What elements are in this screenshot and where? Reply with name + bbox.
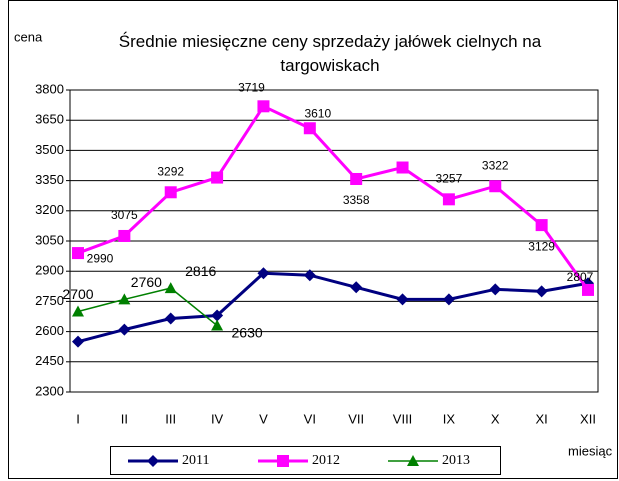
marker — [164, 312, 177, 325]
y-tick-label: 3800 — [35, 81, 64, 96]
marker — [489, 283, 502, 296]
data-label: 3129 — [528, 239, 555, 253]
marker — [407, 455, 419, 466]
marker — [489, 180, 502, 193]
x-tick-label: V — [259, 411, 268, 426]
marker — [535, 285, 548, 298]
y-tick-label: 3350 — [35, 172, 64, 187]
marker — [257, 100, 270, 113]
marker — [303, 122, 316, 135]
y-tick-label: 3200 — [35, 202, 64, 217]
x-axis-label: miesiąc — [568, 443, 613, 458]
x-tick-label: X — [491, 411, 500, 426]
marker — [211, 319, 224, 331]
marker — [211, 171, 224, 184]
data-label: 3610 — [304, 106, 331, 120]
data-label: 2760 — [131, 274, 162, 290]
legend-label: 2012 — [312, 453, 340, 468]
x-tick-label: II — [121, 411, 128, 426]
y-tick-label: 2750 — [35, 293, 64, 308]
data-label: 3719 — [238, 80, 265, 94]
y-axis-label: cena — [14, 29, 43, 44]
series-line — [77, 271, 589, 344]
data-label: 2816 — [185, 263, 216, 279]
data-label: 3358 — [343, 193, 370, 207]
x-tick-label: IX — [443, 411, 456, 426]
marker — [118, 323, 131, 336]
y-tick-label: 2300 — [35, 383, 64, 398]
x-tick-label: VIII — [393, 411, 413, 426]
x-tick-label: I — [76, 411, 80, 426]
x-tick-label: XII — [580, 411, 596, 426]
x-tick-label: III — [165, 411, 176, 426]
x-tick-label: VII — [348, 411, 364, 426]
marker — [72, 247, 84, 260]
marker — [396, 161, 409, 174]
x-tick-label: IV — [211, 411, 224, 426]
frame — [8, 0, 618, 479]
marker — [164, 282, 177, 294]
legend-label: 2011 — [182, 453, 209, 468]
marker — [442, 193, 455, 206]
marker — [277, 455, 289, 467]
data-label: 3292 — [157, 164, 184, 178]
data-label: 2807 — [567, 270, 594, 284]
y-tick-label: 2600 — [35, 323, 64, 338]
y-tick-label: 3500 — [35, 142, 64, 157]
data-label: 2990 — [87, 251, 114, 265]
x-tick-label: VI — [304, 411, 316, 426]
data-label: 2700 — [62, 286, 93, 302]
marker — [118, 293, 131, 305]
marker — [118, 229, 131, 242]
legend-label: 2013 — [442, 453, 470, 468]
marker — [211, 309, 224, 322]
marker — [303, 269, 316, 282]
y-tick-label: 3650 — [35, 112, 64, 127]
data-label: 3075 — [111, 208, 138, 222]
marker — [72, 335, 84, 348]
marker — [164, 186, 177, 199]
marker — [396, 293, 409, 306]
marker — [442, 293, 455, 306]
x-tick-label: XI — [535, 411, 547, 426]
marker — [582, 283, 594, 296]
series-line — [77, 104, 590, 291]
chart-title: Średnie miesięczne ceny sprzedaży jałówe… — [118, 32, 542, 75]
marker — [535, 219, 548, 232]
marker — [350, 172, 363, 185]
data-label: 2630 — [232, 324, 263, 340]
marker — [350, 281, 363, 294]
y-tick-label: 2900 — [35, 263, 64, 278]
marker — [257, 267, 270, 280]
data-label: 3322 — [482, 158, 509, 172]
marker — [72, 305, 84, 317]
y-tick-label: 2450 — [35, 353, 64, 368]
y-tick-label: 3050 — [35, 232, 64, 247]
series-line — [77, 287, 218, 327]
data-label: 3257 — [436, 171, 463, 185]
marker — [147, 455, 159, 467]
